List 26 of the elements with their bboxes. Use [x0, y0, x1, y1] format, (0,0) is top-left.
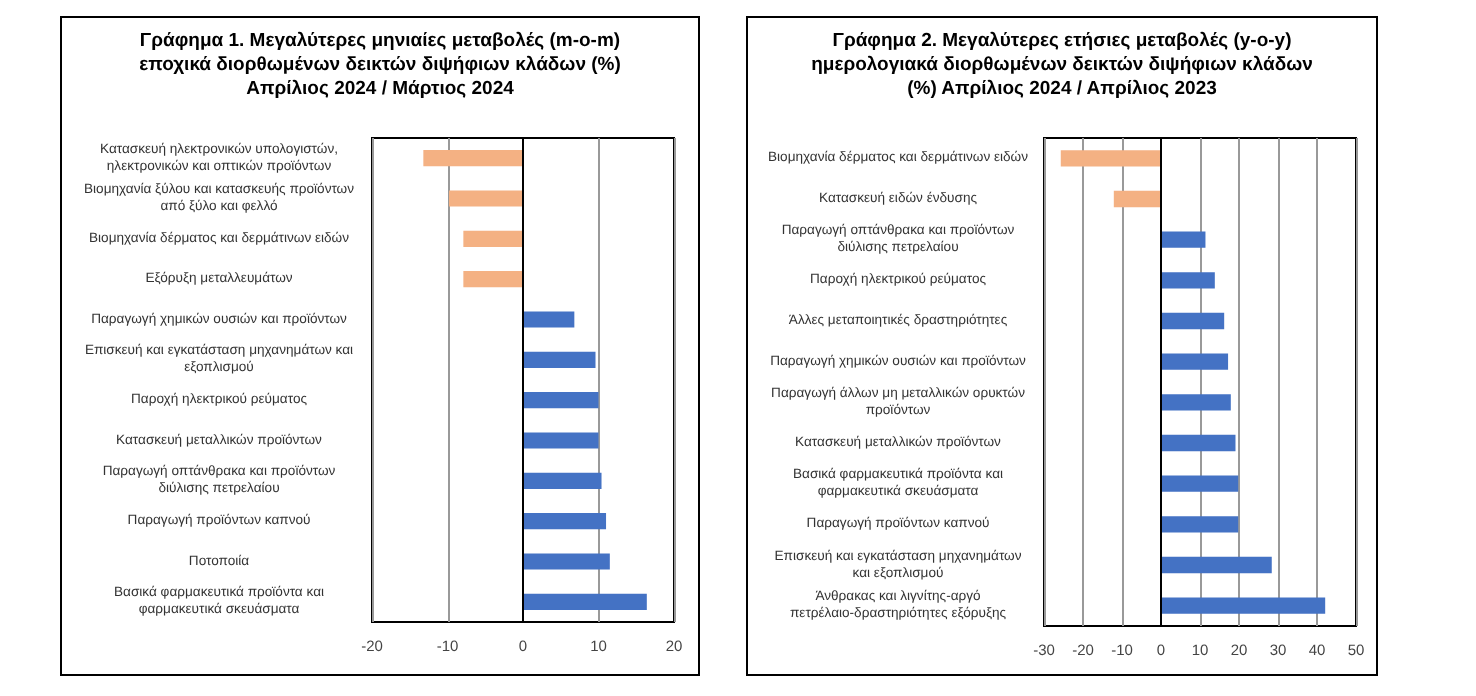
bar: [463, 230, 523, 247]
bar: [523, 513, 607, 530]
bar: [523, 311, 575, 328]
bar: [1113, 190, 1161, 208]
bar: [449, 190, 523, 207]
bar: [1161, 434, 1236, 452]
bar: [523, 351, 596, 368]
bar: [1161, 516, 1239, 533]
bar: [523, 593, 647, 610]
bar: [523, 472, 602, 489]
bar: [523, 553, 610, 570]
bar: [1060, 150, 1161, 167]
bar: [1161, 394, 1231, 411]
bar: [1161, 272, 1215, 289]
bar: [1161, 597, 1326, 614]
bar: [523, 392, 599, 409]
chart-title: Γράφημα 2. Μεγαλύτερες ετήσιες μεταβολές (y-o-y) ημερολογιακά διορθωμένων δεικτών διψήφιων κλάδων (%) Απρίλιος 2024 / Απρίλιος 2023: [809, 30, 1315, 102]
bar: [1161, 353, 1229, 370]
bar: [463, 271, 523, 288]
chart-title: Γράφημα 1. Μεγαλύτερες μηνιαίες μεταβολές (m-o-m) εποχικά διορθωμένων δεικτών διψήφιων κλάδων (%) Απρίλιος 2024 / Μάρτιος 2024: [137, 30, 623, 102]
bar: [1161, 312, 1225, 330]
bar: [1161, 475, 1239, 492]
bar: [1161, 556, 1272, 574]
bar: [523, 432, 599, 449]
bar: [1161, 231, 1206, 248]
bar: [423, 150, 523, 167]
